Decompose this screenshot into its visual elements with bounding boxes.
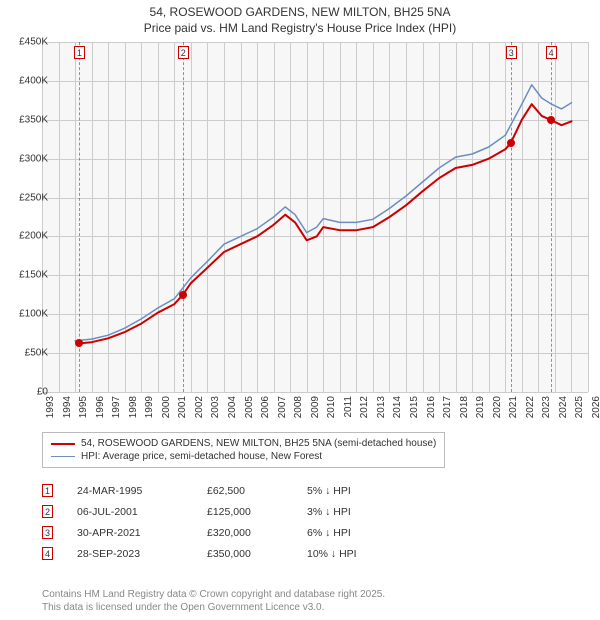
xtick-label: 1993 <box>45 396 56 418</box>
sale-row-delta: 10% ↓ HPI <box>307 548 407 560</box>
xtick-label: 2026 <box>591 396 600 418</box>
chart-series-svg <box>42 42 588 392</box>
legend-row-hpi: HPI: Average price, semi-detached house,… <box>51 450 436 463</box>
xtick-label: 1998 <box>128 396 139 418</box>
chart-titles: 54, ROSEWOOD GARDENS, NEW MILTON, BH25 5… <box>0 0 600 36</box>
xtick-label: 2009 <box>310 396 321 418</box>
xtick-label: 2006 <box>260 396 271 418</box>
sale-row-date: 06-JUL-2001 <box>77 506 207 518</box>
xtick-label: 2007 <box>277 396 288 418</box>
xtick-label: 2023 <box>541 396 552 418</box>
sale-row: 3 30-APR-2021£320,0006% ↓ HPI <box>42 522 407 543</box>
xtick-label: 2021 <box>508 396 519 418</box>
xtick-label: 2019 <box>475 396 486 418</box>
xtick-label: 2017 <box>442 396 453 418</box>
xtick-label: 2020 <box>492 396 503 418</box>
chart-plot: 1 2 3 4 <box>42 42 588 392</box>
sale-row-date: 30-APR-2021 <box>77 527 207 539</box>
sale-marker-box: 3 <box>506 46 517 59</box>
chart-footer: Contains HM Land Registry data © Crown c… <box>42 588 385 614</box>
xtick-label: 2012 <box>359 396 370 418</box>
sale-row-marker: 3 <box>42 526 53 539</box>
xtick-label: 2000 <box>161 396 172 418</box>
xtick-label: 1996 <box>95 396 106 418</box>
xtick-label: 2016 <box>426 396 437 418</box>
sale-row-marker: 2 <box>42 505 53 518</box>
sale-marker-dot <box>547 116 555 124</box>
sale-row-date: 24-MAR-1995 <box>77 485 207 497</box>
xtick-label: 2024 <box>558 396 569 418</box>
xtick-label: 1995 <box>78 396 89 418</box>
sale-marker-box: 4 <box>546 46 557 59</box>
sale-row: 2 06-JUL-2001£125,0003% ↓ HPI <box>42 501 407 522</box>
legend-swatch-property <box>51 443 75 445</box>
chart-title-line2: Price paid vs. HM Land Registry's House … <box>0 20 600 36</box>
xtick-label: 2001 <box>177 396 188 418</box>
sale-marker-dot <box>179 291 187 299</box>
sale-marker-box: 2 <box>178 46 189 59</box>
sale-row: 1 24-MAR-1995£62,5005% ↓ HPI <box>42 480 407 501</box>
xtick-label: 2013 <box>376 396 387 418</box>
gridline-v <box>588 42 589 392</box>
xtick-label: 1994 <box>62 396 73 418</box>
xtick-label: 2002 <box>194 396 205 418</box>
xtick-label: 2018 <box>459 396 470 418</box>
sale-row-marker: 4 <box>42 547 53 560</box>
sale-marker-box: 1 <box>74 46 85 59</box>
chart-title-line1: 54, ROSEWOOD GARDENS, NEW MILTON, BH25 5… <box>0 4 600 20</box>
xtick-label: 2004 <box>227 396 238 418</box>
chart-area: 1 2 3 4 <box>42 42 588 392</box>
xtick-label: 2015 <box>409 396 420 418</box>
xtick-label: 2003 <box>210 396 221 418</box>
xtick-label: 2011 <box>343 396 354 418</box>
sale-marker-dot <box>507 139 515 147</box>
sale-marker-dot <box>75 339 83 347</box>
sale-row-price: £320,000 <box>207 527 307 539</box>
footer-line1: Contains HM Land Registry data © Crown c… <box>42 588 385 601</box>
legend-row-property: 54, ROSEWOOD GARDENS, NEW MILTON, BH25 5… <box>51 437 436 450</box>
legend-swatch-hpi <box>51 456 75 457</box>
sale-row: 4 28-SEP-2023£350,00010% ↓ HPI <box>42 543 407 564</box>
legend-label-hpi: HPI: Average price, semi-detached house,… <box>81 451 322 462</box>
xtick-label: 1997 <box>111 396 122 418</box>
sale-row-price: £62,500 <box>207 485 307 497</box>
xtick-label: 1999 <box>144 396 155 418</box>
xtick-label: 2005 <box>244 396 255 418</box>
xtick-label: 2014 <box>392 396 403 418</box>
sale-row-delta: 3% ↓ HPI <box>307 506 407 518</box>
sale-row-price: £350,000 <box>207 548 307 560</box>
footer-line2: This data is licensed under the Open Gov… <box>42 601 385 614</box>
xtick-label: 2008 <box>293 396 304 418</box>
gridline-h <box>42 392 588 393</box>
sale-row-marker: 1 <box>42 484 53 497</box>
sale-row-date: 28-SEP-2023 <box>77 548 207 560</box>
xtick-label: 2010 <box>326 396 337 418</box>
legend-label-property: 54, ROSEWOOD GARDENS, NEW MILTON, BH25 5… <box>81 438 436 449</box>
chart-legend: 54, ROSEWOOD GARDENS, NEW MILTON, BH25 5… <box>42 432 445 468</box>
sale-row-delta: 6% ↓ HPI <box>307 527 407 539</box>
sale-row-delta: 5% ↓ HPI <box>307 485 407 497</box>
sale-row-price: £125,000 <box>207 506 307 518</box>
series-line <box>75 85 571 341</box>
sales-table: 124-MAR-1995£62,5005% ↓ HPI206-JUL-2001£… <box>42 480 407 564</box>
xtick-label: 2025 <box>574 396 585 418</box>
xtick-label: 2022 <box>525 396 536 418</box>
